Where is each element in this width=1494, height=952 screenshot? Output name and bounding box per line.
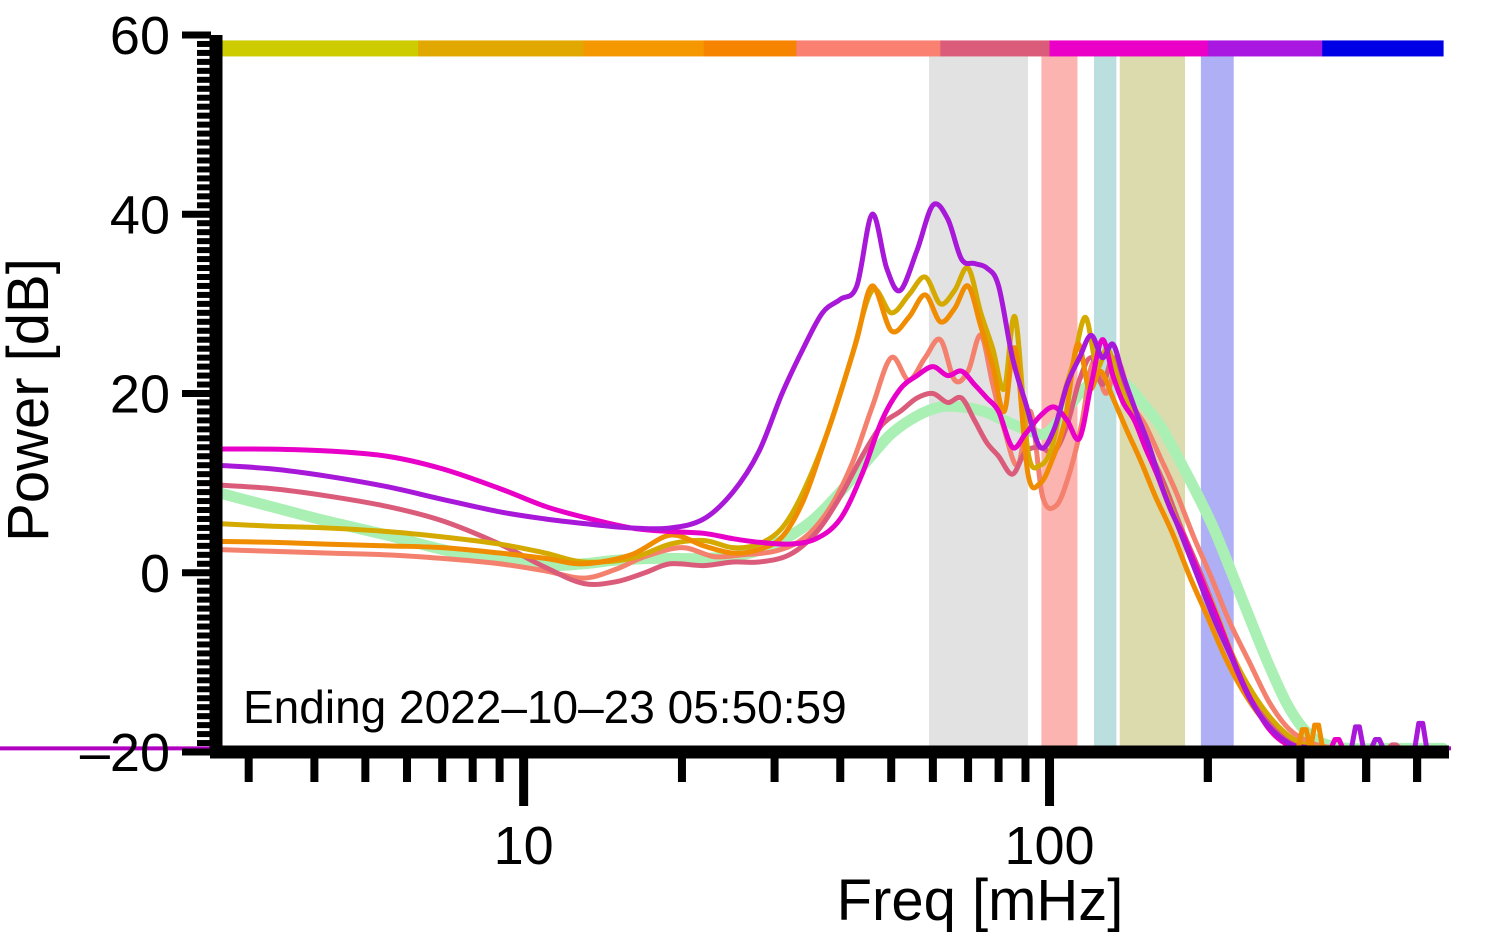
noise-spikes-group [1295, 720, 1430, 751]
colorbar-segment-2 [583, 40, 705, 57]
noise-spike-6 [1412, 720, 1430, 749]
colorbar-segment-4 [796, 40, 941, 57]
noise-spike-2 [1328, 736, 1346, 750]
colorbar-segment-8 [1322, 40, 1444, 57]
trace-orange [213, 283, 1446, 751]
trace-purple [213, 201, 1446, 751]
x-axis-ticks [244, 758, 1422, 806]
colorbar-segment-6 [1049, 40, 1209, 57]
trace-salmon [213, 332, 1446, 752]
noise-spike-0 [1295, 727, 1313, 749]
axis-lines-group [209, 35, 1449, 759]
y-tick-label-2: 20 [110, 365, 170, 425]
ending-timestamp-annotation: Ending 2022–10–23 05:50:59 [243, 681, 847, 733]
noise-spike-4 [1369, 736, 1386, 750]
y-axis-ticks [182, 31, 211, 756]
x-tick-label-1: 100 [1004, 816, 1094, 876]
y-tick-label-1: 40 [110, 185, 170, 245]
colorbar-segment-7 [1207, 40, 1323, 57]
y-tick-label-4: –20 [80, 723, 170, 783]
colorbar-segment-5 [940, 40, 1051, 57]
colorbar-segment-3 [703, 40, 797, 57]
shaded-bands-group [929, 50, 1234, 752]
y-tick-label-0: 60 [110, 6, 170, 66]
y-tick-labels: 60 40 20 0 –20 [80, 6, 170, 783]
x-axis-label: Freq [mHz] [837, 868, 1124, 933]
x-tick-label-0: 10 [494, 816, 554, 876]
noise-spike-1 [1308, 722, 1326, 749]
noise-spike-3 [1348, 724, 1366, 749]
colorbar-segment-0 [216, 40, 419, 57]
x-tick-labels: 10 100 [494, 816, 1095, 876]
shaded-band-band-3-teal [1094, 50, 1117, 752]
colorbar-segment-1 [418, 40, 585, 57]
colorbar-top [216, 40, 1444, 57]
y-axis-label: Power [dB] [0, 258, 61, 542]
data-traces-group [210, 201, 1449, 755]
y-tick-label-3: 0 [140, 544, 170, 604]
